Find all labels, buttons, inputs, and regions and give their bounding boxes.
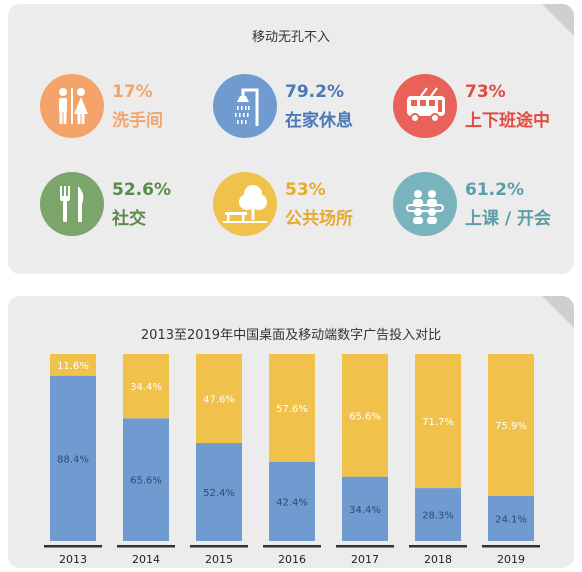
data-label: 42.4% <box>276 497 308 508</box>
park-bench-icon <box>213 172 277 236</box>
data-label: 71.7% <box>422 417 454 428</box>
x-tick-label: 2015 <box>205 553 233 566</box>
restroom-icon <box>40 74 104 138</box>
bar-segment <box>488 354 534 496</box>
stat-class-meeting: 61.2% 上课 / 开会 <box>393 172 573 242</box>
bar-segment <box>196 443 242 541</box>
axis-segment <box>190 545 248 548</box>
data-label: 65.6% <box>349 411 381 422</box>
stat-label: 社交 <box>112 209 146 229</box>
x-tick-label: 2016 <box>278 553 306 566</box>
data-label: 34.4% <box>349 505 381 516</box>
stat-label: 上下班途中 <box>465 111 550 131</box>
fork-knife-icon <box>40 172 104 236</box>
chart-title: 2013至2019年中国桌面及移动端数字广告投入对比 <box>140 328 442 343</box>
stat-value: 53% <box>285 180 326 200</box>
bar-segment <box>269 461 315 541</box>
bar-segment <box>415 354 461 489</box>
axis-segment <box>482 545 540 548</box>
x-tick-label: 2013 <box>59 553 87 566</box>
bar-segment <box>123 418 169 541</box>
stat-social: 52.6% 社交 <box>40 172 220 242</box>
x-tick-label: 2019 <box>497 553 525 566</box>
axis-segment <box>117 545 175 548</box>
data-label: 65.6% <box>130 476 162 487</box>
meeting-icon <box>393 172 457 236</box>
axis-segment <box>336 545 394 548</box>
stat-commute: 73% 上下班途中 <box>393 74 573 144</box>
stat-value: 61.2% <box>465 180 524 200</box>
stat-value: 17% <box>112 82 153 102</box>
ad-spend-chart-panel: 2013至2019年中国桌面及移动端数字广告投入对比 88.4% 11.6% 201… <box>8 296 574 568</box>
panel-fold-corner <box>542 4 574 36</box>
stat-value: 52.6% <box>112 180 171 200</box>
data-label: 47.6% <box>203 395 235 406</box>
axis-segment <box>263 545 321 548</box>
stat-label: 洗手间 <box>112 111 163 131</box>
stat-label: 上课 / 开会 <box>465 209 552 229</box>
axis-segment <box>44 545 102 548</box>
data-label: 24.1% <box>495 514 527 525</box>
data-label: 34.4% <box>130 382 162 393</box>
stat-label: 在家休息 <box>285 111 353 131</box>
bar-segment <box>342 476 388 541</box>
bar-segment <box>342 354 388 477</box>
mobile-scenarios-panel: 移动无孔不入 17% 洗手间 <box>8 4 574 274</box>
x-tick-label: 2014 <box>132 553 160 566</box>
bar-segment <box>196 354 242 444</box>
stat-value: 79.2% <box>285 82 344 102</box>
data-label: 57.6% <box>276 404 308 415</box>
panel-title: 移动无孔不入 <box>251 30 330 45</box>
bar-segment <box>50 354 96 376</box>
data-label: 28.3% <box>422 511 454 522</box>
bar-segment <box>123 354 169 419</box>
bus-icon <box>393 74 457 138</box>
panel-fold-corner <box>542 296 574 328</box>
stat-value: 73% <box>465 82 506 102</box>
shower-icon <box>213 74 277 138</box>
stat-public-places: 53% 公共场所 <box>213 172 393 242</box>
stat-restroom: 17% 洗手间 <box>40 74 220 144</box>
stat-home-rest: 79.2% 在家休息 <box>213 74 393 144</box>
bar-segment <box>269 354 315 462</box>
x-tick-label: 2017 <box>351 553 379 566</box>
stat-label: 公共场所 <box>285 209 353 229</box>
bar-segment <box>415 488 461 541</box>
bar-segment <box>50 375 96 541</box>
x-tick-label: 2018 <box>424 553 452 566</box>
stacked-bar-chart: 88.4% 11.6% 2013 65.6% 34.4% 2014 52.4% 47.6% 20… <box>44 354 540 566</box>
data-label: 75.9% <box>495 421 527 432</box>
data-label: 52.4% <box>203 488 235 499</box>
data-label: 88.4% <box>57 454 89 465</box>
data-label: 11.6% <box>57 361 89 372</box>
axis-segment <box>409 545 467 548</box>
bar-segment <box>488 495 534 541</box>
